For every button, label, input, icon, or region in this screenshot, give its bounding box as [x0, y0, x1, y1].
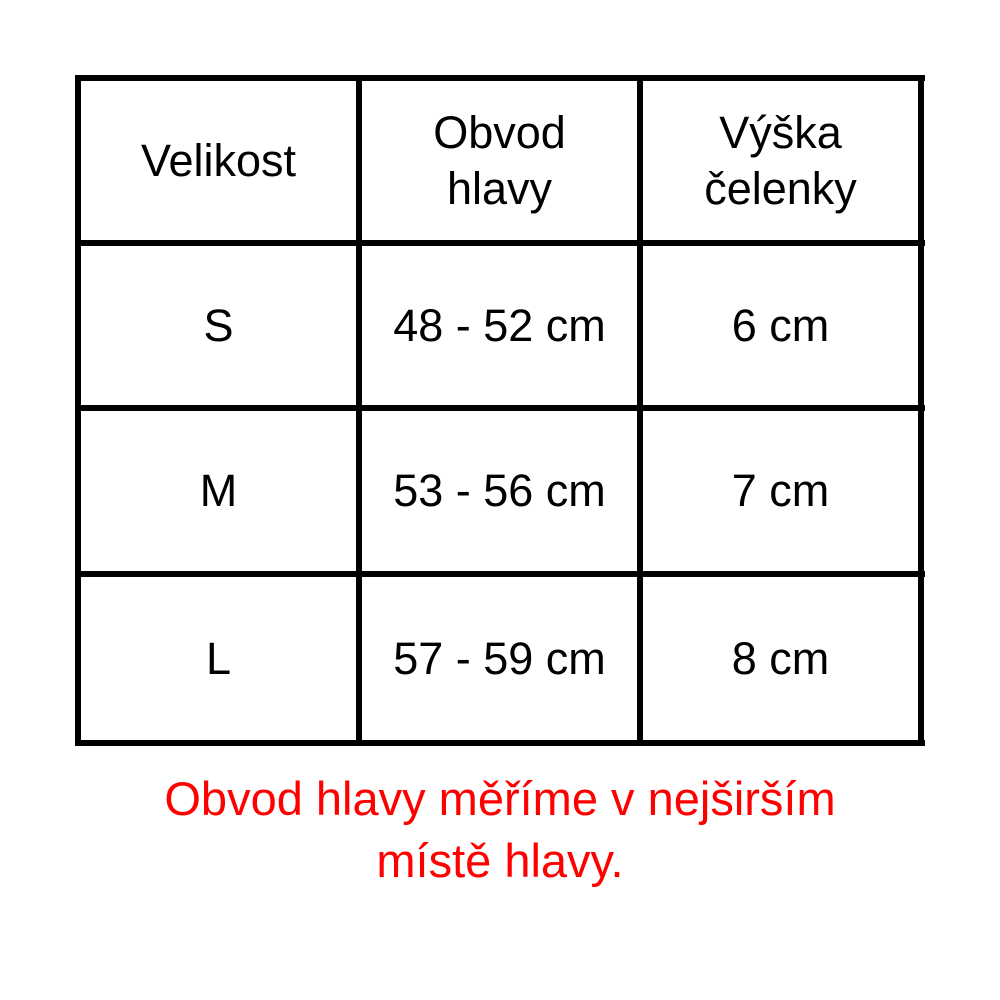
cell-size: S [203, 299, 234, 351]
table-border [75, 75, 81, 746]
table-border [75, 75, 925, 81]
note-line-2: místě hlavy. [376, 834, 624, 887]
table-border [75, 405, 925, 411]
cell-height: 7 cm [731, 465, 830, 516]
cell-size: M [199, 465, 238, 516]
note-line-1: Obvod hlavy měříme v nejširším [164, 772, 836, 825]
table-border [637, 75, 643, 746]
header-size: Velikost [140, 134, 297, 186]
cell-size: L [205, 632, 232, 684]
cell-height: 8 cm [731, 632, 830, 684]
cell-height: 6 cm [731, 299, 830, 351]
measurement-note: Obvod hlavy měříme v nejširším místě hla… [0, 768, 1000, 892]
cell-circumference: 57 - 59 cm [393, 632, 606, 684]
table-border [75, 571, 925, 577]
cell-circumference: 53 - 56 cm [393, 465, 606, 516]
cell-circumference: 48 - 52 cm [393, 299, 606, 351]
header-headband-height: Výška čelenky [704, 106, 857, 214]
table-border [75, 240, 925, 246]
table-border [75, 740, 925, 746]
table-border [918, 75, 924, 746]
table-border [356, 75, 362, 746]
header-head-circumference: Obvod hlavy [433, 106, 566, 214]
